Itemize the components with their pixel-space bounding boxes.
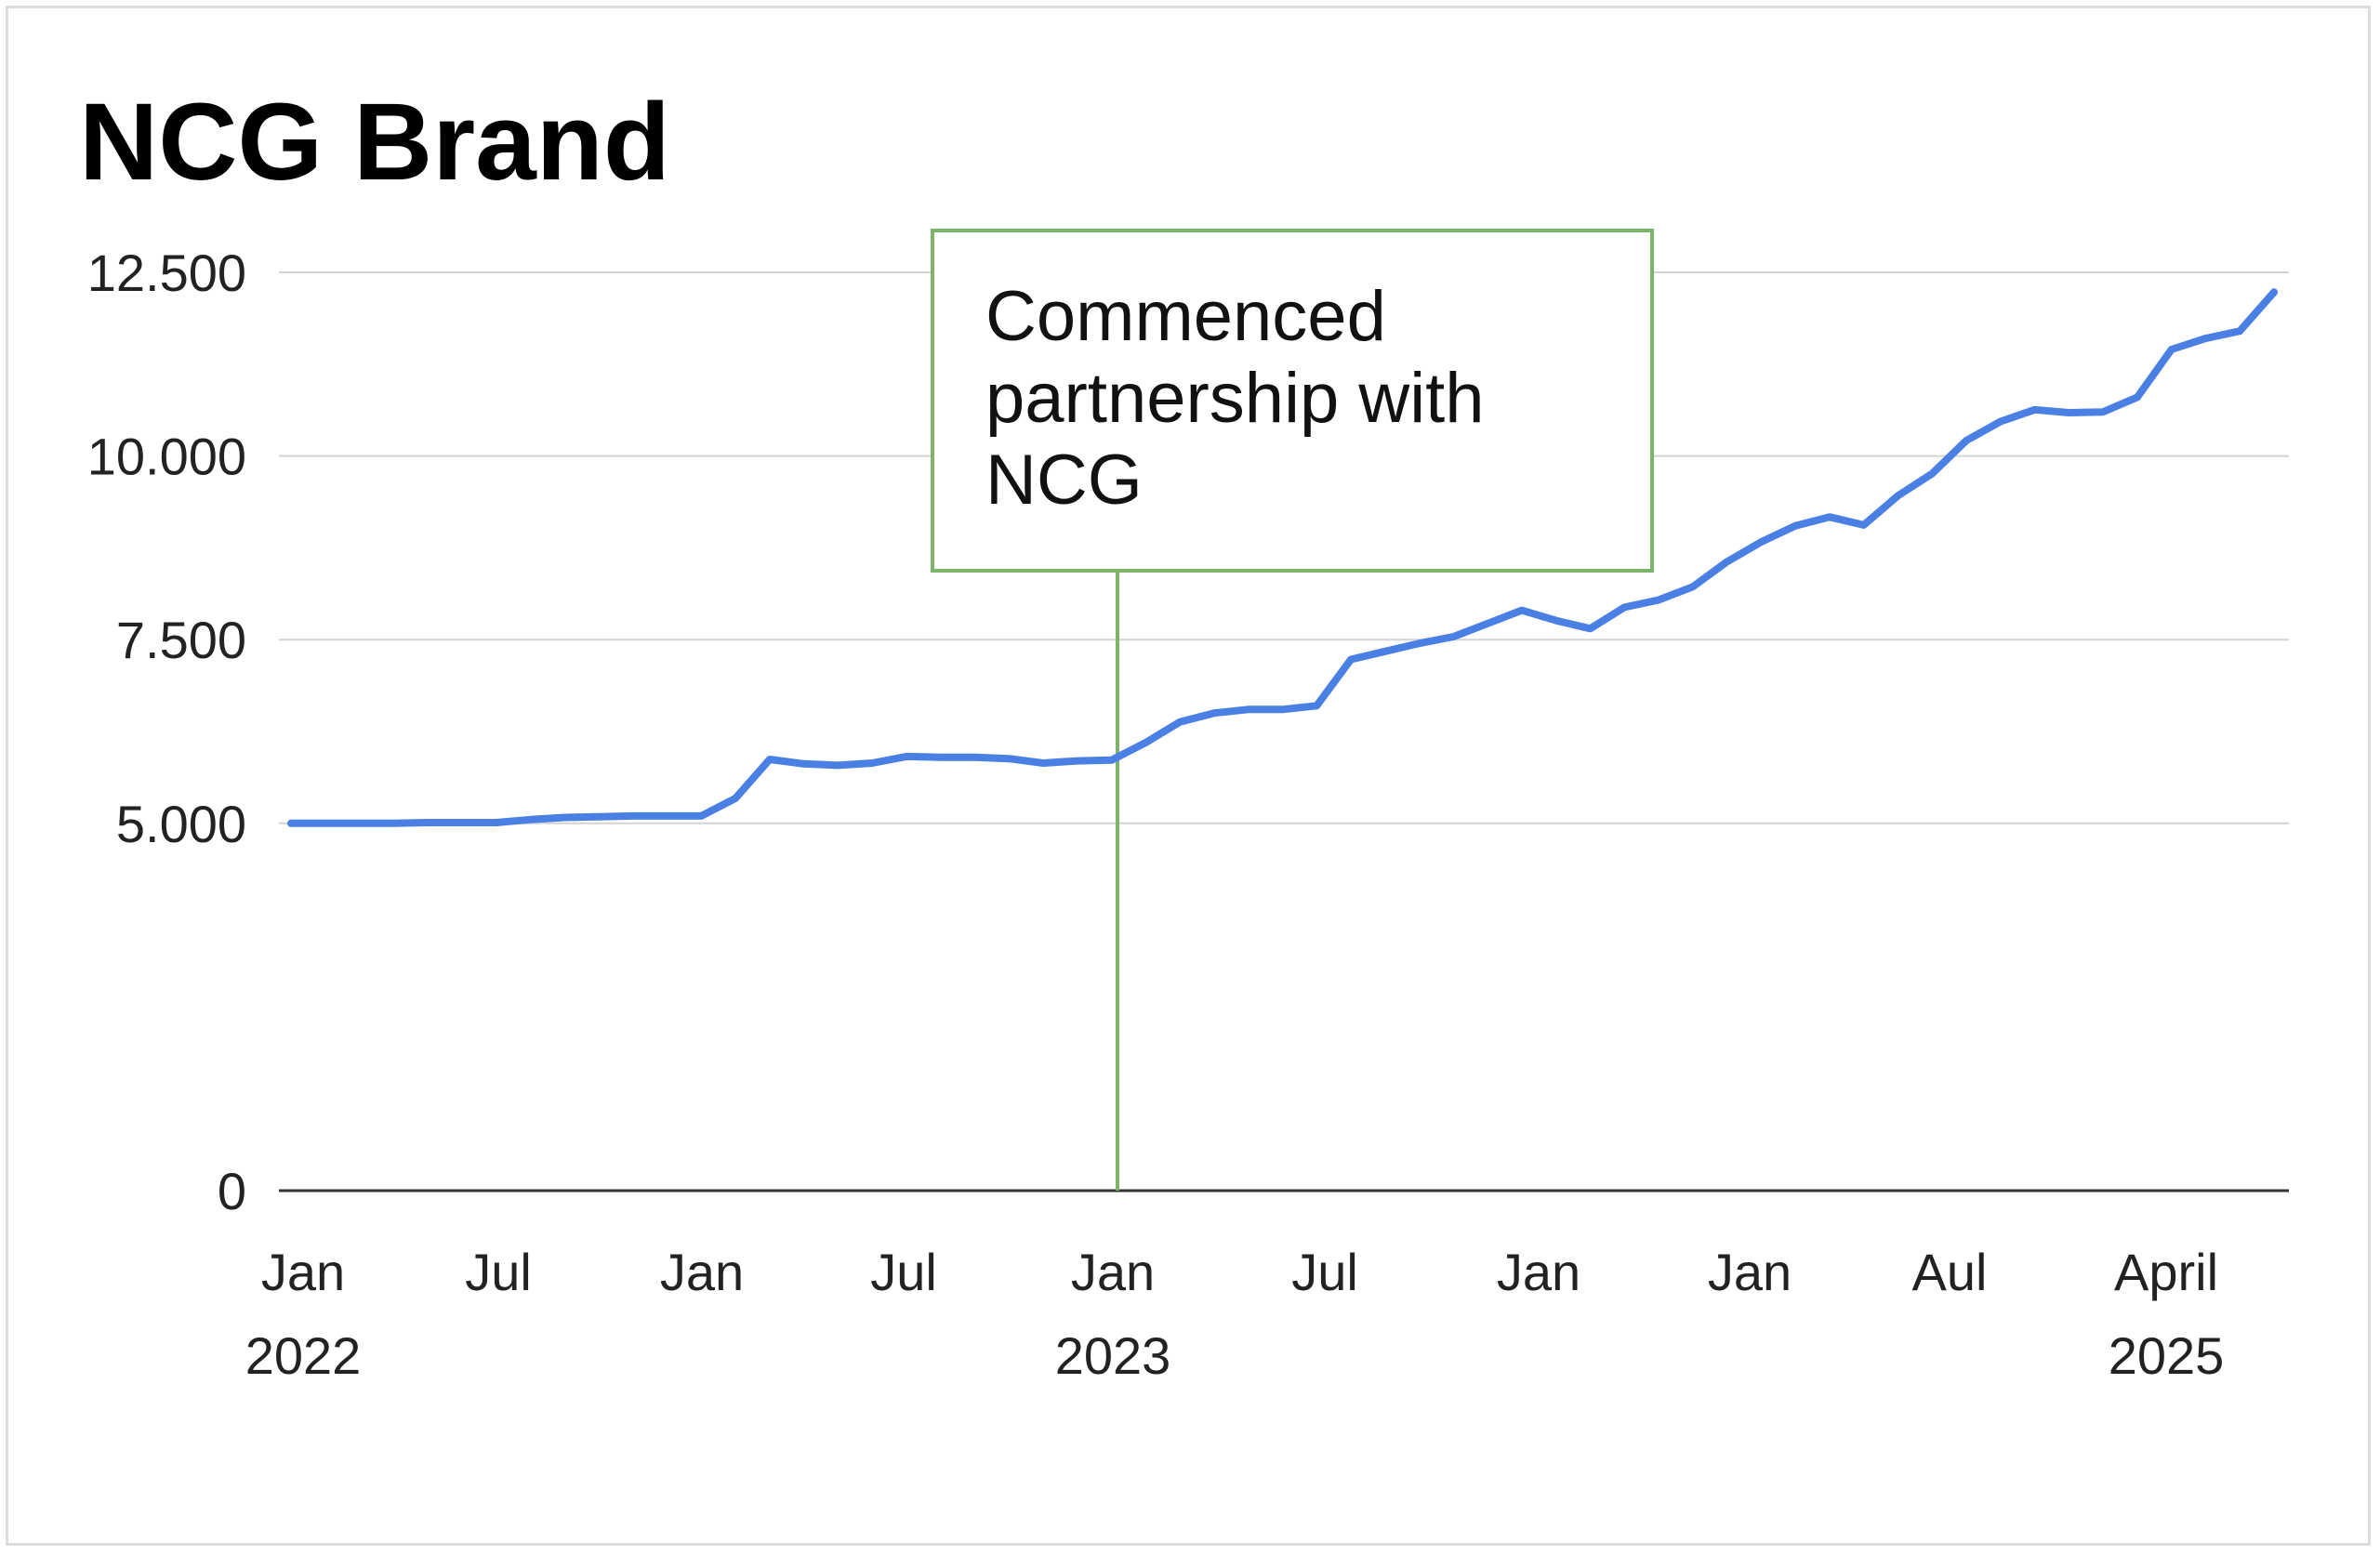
x-tick-label: Jan <box>1708 1243 1792 1301</box>
x-tick-label: Jul <box>465 1243 532 1301</box>
x-axis-tick-labels: Jan 2022 Jul Jan Jul Jan 2023 Jul Jan Jan Aul April… <box>245 1243 2225 1385</box>
annotation-text-line: NCG <box>985 441 1143 520</box>
annotation-text-line: Commenced <box>985 277 1386 356</box>
x-tick-label-line: Jan <box>1708 1243 1792 1301</box>
annotation-text-line: partnership with <box>985 359 1485 438</box>
series-line <box>287 288 2278 827</box>
x-tick-label: Jan <box>660 1243 744 1301</box>
x-tick-label: Jul <box>1291 1243 1358 1301</box>
y-tick-label: 7.500 <box>116 611 246 669</box>
x-tick-label-line: Jan <box>660 1243 744 1301</box>
x-tick-label: Jan 2023 <box>1055 1243 1171 1385</box>
x-tick-label: Jan <box>1497 1243 1580 1301</box>
x-tick-label: Aul <box>1912 1243 1988 1301</box>
x-tick-label: April 2025 <box>2109 1243 2225 1385</box>
chart-title: NCG Brand <box>79 81 670 204</box>
x-tick-label-line: 2025 <box>2109 1326 2225 1385</box>
x-tick-label-line: Aul <box>1912 1243 1988 1301</box>
series <box>287 288 2278 827</box>
x-tick-label-line: April <box>2114 1243 2218 1301</box>
y-tick-label: 0 <box>218 1162 246 1220</box>
x-tick-label-line: Jan <box>261 1243 345 1301</box>
x-tick-label-line: Jul <box>1291 1243 1358 1301</box>
y-tick-label: 5.000 <box>116 795 246 853</box>
x-tick-label-line: Jan <box>1497 1243 1580 1301</box>
x-tick-label-line: 2023 <box>1055 1326 1171 1385</box>
y-axis-tick-labels: 0 5.000 7.500 10.000 12.500 <box>87 244 246 1220</box>
annotation-box <box>931 229 1654 573</box>
y-tick-label: 10.000 <box>87 428 246 486</box>
x-tick-label-line: Jul <box>465 1243 532 1301</box>
x-tick-label-line: Jan <box>1071 1243 1155 1301</box>
y-tick-label: 12.500 <box>87 244 246 302</box>
x-tick-label-line: 2022 <box>245 1326 362 1385</box>
x-tick-label: Jul <box>870 1243 937 1301</box>
x-tick-label: Jan 2022 <box>245 1243 362 1385</box>
x-tick-label-line: Jul <box>870 1243 937 1301</box>
